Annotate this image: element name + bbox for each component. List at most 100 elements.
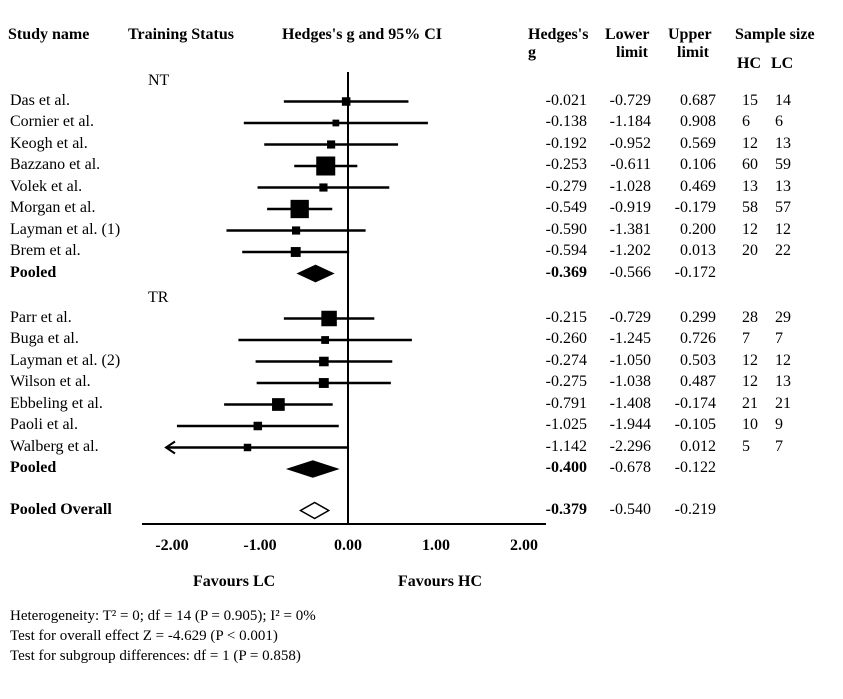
g-value: -0.215 [545,308,587,326]
study-name: Bazzano et al. [10,156,101,173]
sample-lc: 13 [775,373,791,390]
upper-limit-value: 0.569 [680,134,716,152]
study-name: Brem et al. [10,242,81,259]
header-effect: Hedges's g and 95% CI [282,26,443,43]
sample-hc: 7 [742,330,750,347]
sample-hc: 58 [742,199,758,216]
upper-limit-value: 0.726 [680,330,716,347]
header-lower-line2: limit [616,44,648,61]
lower-limit-value: -0.729 [609,91,651,109]
g-value: -0.594 [545,242,587,259]
g-value: -0.279 [545,177,587,195]
sample-lc: 12 [775,351,791,369]
point-estimate [332,119,340,127]
sample-lc: 14 [775,91,791,109]
header-lc: LC [771,55,794,72]
upper-limit-value: 0.908 [680,113,716,130]
point-estimate [292,226,301,235]
g-value: -0.260 [545,330,587,347]
upper-limit-value: 0.200 [680,220,716,238]
sample-lc: 59 [775,156,791,173]
overall-diamond [298,501,331,520]
g-value: -0.021 [545,91,587,109]
favours-lc-label: Favours LC [193,573,276,590]
overall-effect-text: Test for overall effect Z = -4.629 (P < … [10,628,278,644]
study-name: Morgan et al. [10,199,96,216]
pooled-label: Pooled [10,459,57,476]
sample-hc: 10 [742,416,758,433]
upper-limit-value: -0.174 [674,394,716,412]
point-estimate [290,199,309,219]
sample-hc: 13 [742,177,758,195]
x-tick-label: 2.00 [510,537,538,554]
upper-limit-value: 0.487 [680,373,716,390]
g-value: -0.192 [545,134,587,152]
point-estimate [316,156,336,176]
upper-limit-value: 0.469 [680,177,716,195]
header-upper-line1: Upper [668,26,712,43]
lower-limit-value: -1.184 [609,113,651,130]
sample-lc: 7 [775,330,783,347]
g-value: -1.025 [545,416,587,433]
upper-limit-value: -0.122 [674,459,716,476]
study-name: Ebbeling et al. [10,394,103,412]
pooled-label: Pooled [10,263,57,281]
favours-hc-label: Favours HC [398,573,482,590]
group-label: NT [148,72,170,89]
header-upper-line2: limit [677,44,709,61]
header-hc: HC [737,55,761,72]
x-tick-label: -1.00 [243,537,277,554]
lower-limit-value: -1.050 [609,351,651,369]
lower-limit-value: -1.202 [609,242,651,259]
sample-lc: 21 [775,394,791,412]
study-name: Keogh et al. [10,134,88,152]
g-value: -0.791 [545,394,587,412]
point-estimate [272,398,285,411]
ci-arrow [164,440,176,455]
sample-lc: 29 [775,308,791,326]
g-value: -0.274 [545,351,587,369]
sample-lc: 57 [775,199,791,216]
upper-limit-value: 0.299 [680,308,716,326]
sample-hc: 12 [742,220,758,238]
lower-limit-value: -1.028 [609,177,651,195]
sample-hc: 20 [742,242,758,259]
lower-limit-value: -0.611 [610,156,651,173]
lower-limit-value: -0.729 [609,308,651,326]
subgroup-difference-text: Test for subgroup differences: df = 1 (P… [10,648,301,664]
point-estimate [290,247,301,257]
sample-hc: 5 [742,437,750,455]
header-sample-size: Sample size [735,26,815,43]
lower-limit-value: -1.245 [609,330,651,347]
header-lower-line1: Lower [605,26,650,43]
upper-limit-value: -0.219 [674,500,716,518]
g-value: -1.142 [545,437,587,455]
sample-hc: 6 [742,113,750,130]
upper-limit-value: 0.503 [680,351,716,369]
lower-limit-value: -0.566 [609,263,651,281]
upper-limit-value: 0.012 [680,437,716,455]
g-value: -0.590 [545,220,587,238]
pooled-diamond [296,264,335,283]
g-value: -0.138 [545,113,587,130]
sample-hc: 15 [742,91,758,109]
pooled-overall-label: Pooled Overall [10,500,112,518]
lower-limit-value: -1.038 [609,373,651,390]
point-estimate [327,140,336,149]
group-label: TR [148,289,169,306]
lower-limit-value: -0.952 [609,134,651,152]
header-study-name: Study name [8,26,90,43]
sample-hc: 28 [742,308,758,326]
header-training-status: Training Status [128,26,234,43]
point-estimate [321,336,330,344]
study-name: Das et al. [10,91,70,109]
g-value: -0.379 [545,500,587,518]
x-tick-label: -2.00 [155,537,189,554]
lower-limit-value: -0.540 [609,500,651,518]
study-name: Paoli et al. [10,416,78,433]
sample-lc: 22 [775,242,791,259]
lower-limit-value: -2.296 [609,437,651,455]
header-hedges-g-line2: g [528,44,536,61]
g-value: -0.549 [545,199,587,216]
